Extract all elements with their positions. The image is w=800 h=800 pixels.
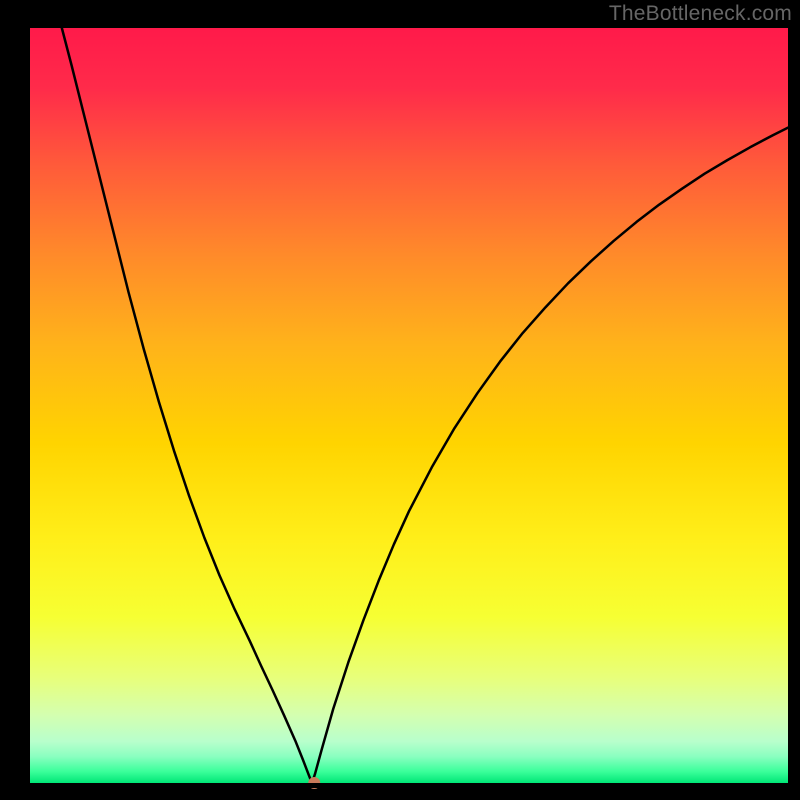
- bottleneck-chart: [0, 0, 800, 800]
- axis-bottom: [24, 783, 788, 788]
- axis-left: [24, 28, 30, 788]
- watermark-text: TheBottleneck.com: [609, 2, 792, 26]
- plot-background-gradient: [30, 28, 788, 783]
